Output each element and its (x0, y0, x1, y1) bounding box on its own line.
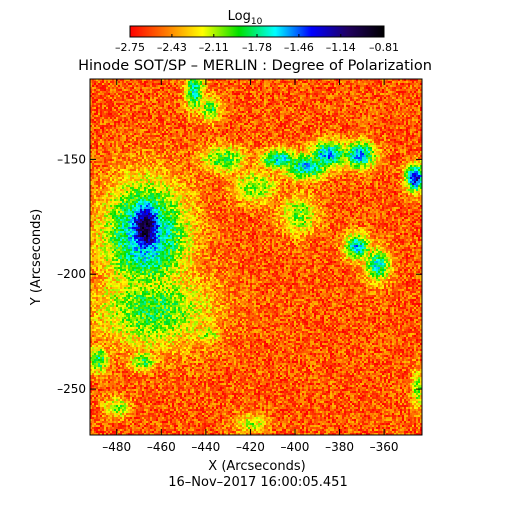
y-axis: –250 –200 –150 (57, 152, 422, 396)
x-axis-label: X (Arcseconds) (208, 459, 305, 474)
colorbar: Log10 –2.75 –2.43 –2.11 –1.78 –1.46 –1.14 –0.8… (115, 9, 399, 54)
colorbar-tick-label: –2.43 (157, 41, 187, 54)
colorbar-label-subscript: 10 (251, 17, 263, 27)
colorbar-gradient (130, 26, 384, 37)
x-tick-label: –420 (236, 440, 265, 454)
x-tick-label: –400 (281, 440, 310, 454)
x-axis: –480 –460 –440 –420 –400 –380 –360 (102, 79, 399, 454)
plot-frame (89, 78, 423, 436)
colorbar-label: Log10 (228, 9, 263, 27)
x-tick-label: –440 (191, 440, 220, 454)
colorbar-tick-label: –2.11 (199, 41, 229, 54)
colorbar-tick-label: –1.14 (326, 41, 356, 54)
y-tick-label: –200 (57, 267, 86, 281)
y-tick-label: –250 (57, 382, 86, 396)
y-axis-label: Y (Arcseconds) (29, 209, 44, 306)
colorbar-tick-label: –1.78 (242, 41, 272, 54)
heatmap-area: –480 –460 –440 –420 –400 –380 –360 –250 –200 –15… (57, 78, 423, 454)
colorbar-tick-label: –1.46 (284, 41, 314, 54)
x-tick-label: –480 (102, 440, 131, 454)
colorbar-tick-label: –2.75 (115, 41, 145, 54)
timestamp: 16–Nov–2017 16:00:05.451 (168, 475, 347, 490)
heatmap-image (90, 79, 422, 435)
colorbar-tick-label: –0.81 (369, 41, 399, 54)
y-tick-label: –150 (57, 152, 86, 166)
x-tick-label: –360 (370, 440, 399, 454)
x-tick-label: –460 (147, 440, 176, 454)
x-tick-label: –380 (325, 440, 354, 454)
chart-title: Hinode SOT/SP – MERLIN : Degree of Polar… (78, 58, 432, 74)
colorbar-ticks: –2.75 –2.43 –2.11 –1.78 –1.46 –1.14 –0.81 (115, 34, 399, 54)
